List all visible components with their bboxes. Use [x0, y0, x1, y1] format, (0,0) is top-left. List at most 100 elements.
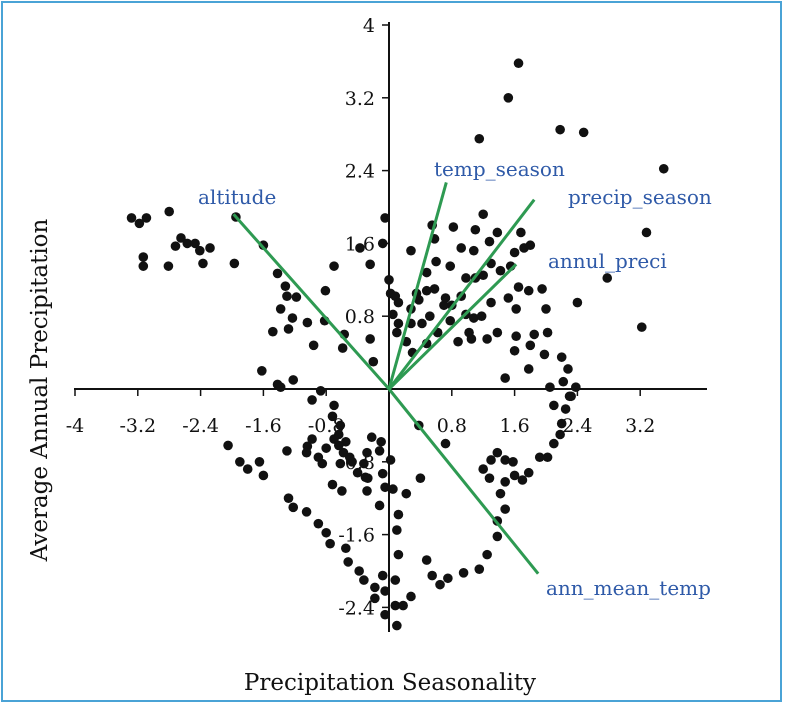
data-point: [500, 504, 510, 514]
data-point: [456, 243, 467, 253]
data-point: [445, 315, 456, 326]
x-tick-label: -4: [66, 415, 85, 437]
data-point: [385, 455, 396, 465]
data-point: [282, 446, 292, 456]
data-point: [523, 285, 534, 296]
data-point: [380, 482, 390, 493]
data-point: [516, 227, 526, 238]
data-point: [393, 509, 404, 520]
vector-line-precip-season: [387, 198, 536, 390]
data-point: [380, 609, 390, 620]
data-point: [556, 352, 567, 362]
y-tick-label: -1.6: [338, 525, 375, 547]
data-point: [466, 334, 477, 344]
data-point: [525, 340, 536, 351]
data-point: [170, 241, 181, 251]
data-point: [468, 313, 479, 323]
vector-line-altitude: [232, 213, 391, 390]
data-point: [390, 600, 401, 611]
data-point: [355, 243, 365, 253]
data-point: [393, 549, 404, 560]
data-point: [376, 436, 386, 447]
x-tick-label: 3.2: [625, 415, 655, 437]
data-point: [556, 418, 567, 429]
data-point: [448, 222, 459, 232]
data-point: [468, 245, 479, 256]
data-point: [602, 273, 613, 283]
y-tick-label: 0.8: [345, 306, 375, 328]
data-point: [406, 245, 416, 256]
y-tick-label: 3.2: [345, 88, 375, 110]
data-point: [511, 331, 521, 342]
data-point: [223, 440, 233, 451]
y-tick-label: 2.4: [345, 161, 375, 183]
data-point: [182, 238, 193, 249]
y-axis-title: Average Annual Precipitation: [27, 218, 53, 562]
data-point: [482, 334, 492, 344]
data-point: [163, 261, 174, 271]
data-point: [308, 340, 319, 351]
axes: [74, 22, 707, 632]
data-point: [486, 455, 496, 465]
data-point: [511, 304, 521, 314]
data-point: [235, 457, 245, 467]
data-point: [287, 313, 298, 323]
data-point: [440, 293, 451, 303]
data-point: [555, 429, 565, 440]
data-point: [352, 467, 363, 478]
data-point: [301, 507, 312, 517]
data-point: [390, 575, 401, 585]
data-point: [138, 261, 149, 271]
y-tick-label: -2.4: [338, 597, 375, 619]
data-point: [509, 247, 520, 258]
data-point: [307, 434, 317, 444]
data-point: [275, 382, 286, 392]
data-point: [560, 404, 571, 414]
data-point: [195, 245, 205, 256]
data-point: [492, 327, 503, 338]
data-point: [134, 218, 145, 229]
data-point: [257, 366, 267, 376]
data-point: [393, 318, 404, 329]
data-point: [327, 479, 338, 490]
data-point: [525, 240, 536, 251]
vector-label-annul-preci: annul_preci: [548, 249, 667, 273]
data-point: [509, 470, 520, 481]
data-point: [384, 275, 394, 285]
data-point: [555, 124, 565, 135]
data-point: [658, 163, 669, 174]
data-point: [537, 284, 547, 294]
data-point: [354, 566, 364, 576]
data-point: [374, 500, 385, 511]
data-point: [176, 233, 186, 243]
data-point: [486, 297, 496, 308]
data-point: [365, 334, 375, 344]
data-point: [523, 364, 534, 374]
data-point: [313, 518, 324, 529]
data-point: [509, 345, 520, 356]
data-point: [321, 527, 332, 538]
data-point: [563, 364, 573, 374]
data-point: [325, 538, 335, 549]
vector-label-temp-season: temp_season: [434, 157, 565, 181]
data-point: [542, 452, 553, 463]
data-point: [495, 265, 506, 276]
data-point: [549, 438, 559, 449]
data-point: [578, 127, 589, 138]
data-point: [482, 549, 492, 560]
data-point: [388, 309, 398, 320]
x-axis-title: Precipitation Seasonality: [244, 670, 536, 696]
data-point: [484, 473, 495, 483]
data-point: [566, 391, 576, 402]
data-point: [138, 252, 149, 262]
data-point: [388, 484, 398, 494]
data-point: [427, 570, 437, 581]
data-point: [571, 382, 581, 392]
data-point: [406, 591, 416, 602]
data-point: [126, 213, 137, 223]
data-point: [476, 311, 487, 322]
data-point: [500, 477, 510, 487]
data-point: [445, 261, 456, 271]
x-tick-label: 0.8: [437, 415, 467, 437]
